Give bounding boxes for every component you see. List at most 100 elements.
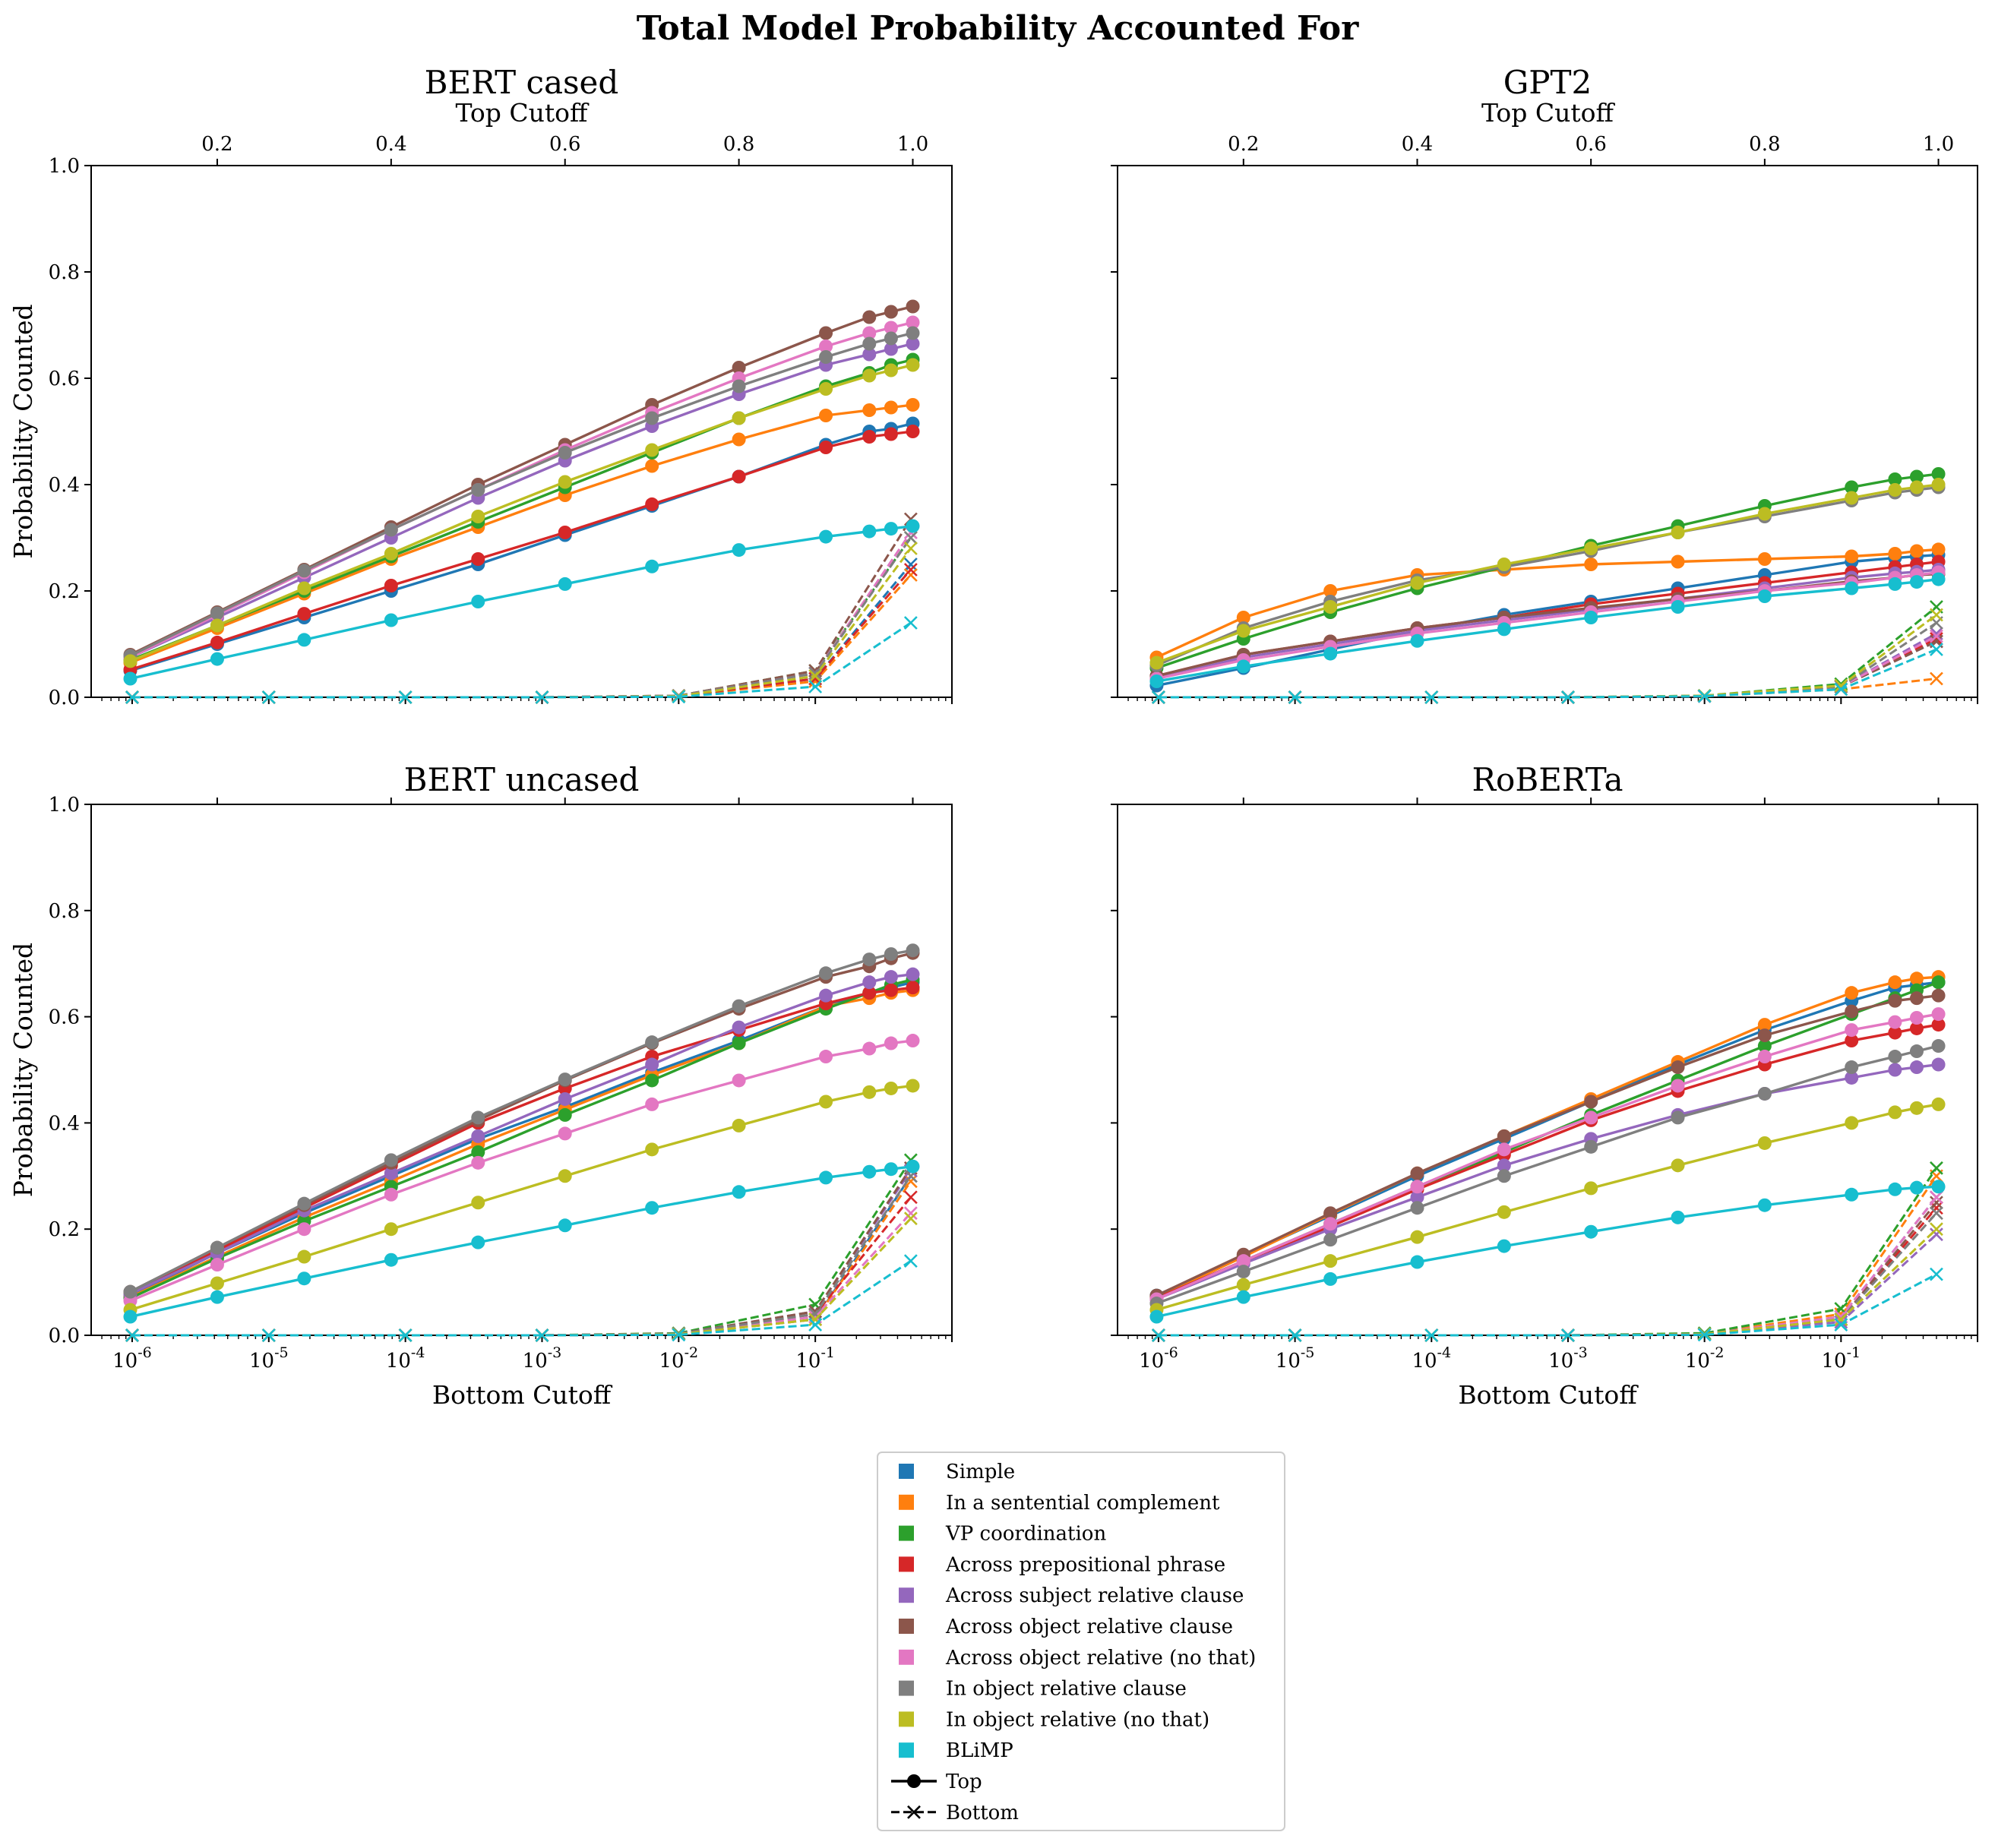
legend-label: Across subject relative clause [945, 1584, 1244, 1607]
bottom-point [1424, 1328, 1439, 1342]
top-point [1845, 581, 1859, 595]
top-point [1909, 544, 1924, 558]
x-tick-label: 10-3 [523, 1344, 562, 1373]
legend-swatch [899, 1525, 914, 1541]
top-point [645, 1097, 659, 1111]
top-point [297, 1271, 311, 1286]
bottom-point [261, 1328, 276, 1342]
bottom-point [1929, 608, 1943, 622]
top-point [819, 409, 833, 422]
top-series-in-object-relative-clause [123, 326, 920, 663]
legend-swatch [899, 1587, 914, 1603]
top-series-line [129, 1039, 913, 1303]
top-point [645, 459, 659, 473]
top-point [384, 1166, 398, 1180]
bottom-point [1929, 629, 1943, 643]
legend-label: In object relative (no that) [946, 1708, 1209, 1731]
top-x-tick-label: 0.2 [1228, 133, 1259, 156]
legend-entry-bottom: Bottom [891, 1802, 1019, 1824]
top-point [1909, 1101, 1924, 1115]
top-series-across-subject-relative-clause [123, 967, 920, 1301]
top-point [819, 1095, 833, 1109]
bottom-point [903, 1190, 918, 1205]
x-tick-label: 10-3 [1548, 1344, 1588, 1373]
top-point [906, 326, 920, 340]
bottom-point [808, 669, 823, 683]
top-point [1931, 1007, 1946, 1022]
bottom-point [903, 616, 918, 630]
top-point [558, 1218, 572, 1233]
top-point [732, 999, 746, 1013]
top-point [210, 1276, 224, 1290]
top-point [1845, 1004, 1859, 1019]
top-point [1931, 1057, 1946, 1072]
y-tick-label: 0.6 [49, 1006, 80, 1029]
top-point [1909, 1180, 1924, 1195]
x-tick-label: 10-2 [659, 1344, 699, 1373]
top-point [819, 1170, 833, 1185]
top-series-in-object-relative-no-that [1149, 1097, 1946, 1317]
bottom-series-across-object-relative-clause [1151, 634, 1943, 704]
top-point [1845, 480, 1859, 494]
top-point [1845, 1023, 1859, 1038]
top-point [1497, 622, 1511, 637]
bottom-point [125, 690, 139, 704]
top-x-tick-label: 0.4 [375, 133, 406, 156]
top-point [297, 1222, 311, 1237]
top-point [862, 524, 877, 539]
top-point [297, 633, 311, 647]
top-point [1757, 589, 1772, 603]
bottom-series-blimp [1151, 1267, 1943, 1342]
bottom-series-across-subject-relative-clause [1151, 1227, 1943, 1342]
top-point [1909, 480, 1924, 494]
bottom-series-line [1158, 1196, 1938, 1337]
top-point [1410, 576, 1424, 590]
top-point [1909, 469, 1924, 484]
top-point [1584, 1224, 1598, 1239]
top-point [1888, 1063, 1902, 1077]
top-x-tick-label: 1.0 [1923, 133, 1954, 156]
top-point [906, 336, 920, 351]
top-point [819, 340, 833, 353]
legend-entry-in-a-sentential-complement: In a sentential complement [899, 1492, 1220, 1515]
bottom-point [903, 1174, 918, 1189]
legend-entry-in-object-relative-no-that: In object relative (no that) [899, 1708, 1209, 1731]
legend-entry-across-object-relative-no-that: Across object relative (no that) [899, 1647, 1256, 1670]
top-point [1931, 467, 1946, 481]
top-point [884, 305, 898, 319]
top-point [732, 1073, 746, 1088]
top-point [471, 1155, 485, 1170]
top-point [906, 981, 920, 995]
top-point [558, 1072, 572, 1087]
top-series-in-object-relative-no-that [123, 1079, 920, 1317]
top-point [884, 1162, 898, 1177]
top-point [1410, 1180, 1424, 1194]
top-point [732, 379, 746, 393]
bottom-point [1288, 1328, 1302, 1342]
bottom-point [903, 1211, 918, 1226]
bottom-point [903, 563, 918, 577]
panels: BERT cased 0.0 0.2 0.4 0.6 0.8 1.0 Probability … [8, 64, 1978, 1410]
top-x-tick-label: 0.4 [1402, 133, 1433, 156]
x-tick-label: 10-4 [386, 1344, 425, 1373]
top-point [471, 1129, 485, 1143]
top-point [1236, 1254, 1250, 1268]
bottom-series-line [131, 1175, 912, 1337]
top-point [1931, 572, 1946, 586]
bottom-point [903, 558, 918, 571]
bottom-point [903, 531, 918, 545]
top-x-tick-label: 0.6 [549, 133, 580, 156]
top-point [862, 986, 877, 1000]
top-point [645, 1035, 659, 1050]
top-point [1236, 1265, 1250, 1279]
bottom-series-in-a-sentential-complement [125, 1174, 918, 1342]
bottom-point [1561, 1328, 1575, 1342]
top-point [210, 1290, 224, 1304]
top-series-line [129, 331, 913, 657]
top-point [1888, 1015, 1902, 1029]
top-point [1149, 674, 1164, 688]
top-point [1410, 1255, 1424, 1269]
top-point [210, 606, 224, 621]
top-x-tick-label: 1.0 [897, 133, 928, 156]
top-point [558, 475, 572, 489]
